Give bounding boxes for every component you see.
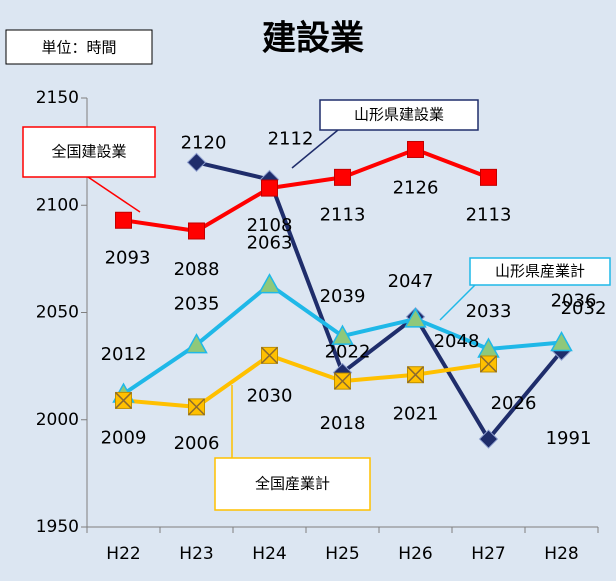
- marker-x: [479, 355, 498, 373]
- marker-x: [260, 346, 279, 364]
- data-label: 2039: [320, 286, 366, 307]
- marker-x: [406, 366, 425, 384]
- marker: [260, 346, 279, 364]
- data-label: 2018: [320, 413, 366, 434]
- series-line: [196, 160, 564, 442]
- legend-label: 山形県産業計: [495, 262, 585, 280]
- marker: [187, 398, 206, 416]
- series-line: [123, 147, 490, 233]
- data-label: 2032: [561, 298, 607, 319]
- data-label: 2048: [434, 331, 480, 352]
- data-label: 2112: [268, 129, 314, 150]
- marker: [114, 391, 133, 409]
- x-tick-label: H24: [252, 544, 286, 564]
- data-label: 2026: [491, 393, 537, 414]
- data-label: 2030: [247, 385, 293, 406]
- x-tick-label: H26: [398, 544, 432, 564]
- data-label: 2035: [174, 294, 220, 315]
- marker: [333, 372, 352, 390]
- y-tick-label: 2150: [36, 88, 79, 108]
- data-label: 2126: [393, 177, 439, 198]
- callout-box: [469, 257, 611, 286]
- marker: [334, 168, 351, 186]
- x-tick-label: H22: [106, 544, 140, 564]
- x-tick-label: H25: [325, 544, 359, 564]
- data-label: 2021: [393, 404, 439, 425]
- y-tick-label: 2100: [36, 195, 79, 215]
- callout-box: [319, 99, 479, 131]
- y-tick-label: 2000: [36, 410, 79, 430]
- marker: [331, 324, 354, 345]
- y-tick-label: 2050: [36, 303, 79, 323]
- marker: [404, 307, 427, 328]
- callout-box: [214, 457, 371, 511]
- marker: [185, 333, 208, 354]
- data-label: 2036: [551, 291, 597, 312]
- marker: [407, 140, 424, 158]
- marker: [115, 211, 132, 229]
- data-label: 2063: [247, 233, 293, 254]
- x-tick-label: H23: [179, 544, 213, 564]
- marker: [188, 222, 205, 240]
- data-label: 2012: [101, 344, 147, 365]
- y-tick-label: 1950: [36, 517, 79, 537]
- data-label: 2093: [105, 247, 151, 268]
- series-line: [123, 353, 489, 409]
- marker: [550, 330, 573, 352]
- marker-x: [187, 398, 206, 416]
- marker: [186, 152, 207, 173]
- data-label: 2047: [388, 271, 434, 292]
- x-tick-label: H27: [471, 544, 505, 564]
- data-label: 2088: [174, 259, 220, 280]
- marker: [261, 179, 278, 197]
- marker: [478, 429, 499, 449]
- legend-label: 全国建設業: [51, 143, 126, 161]
- data-label: 2108: [247, 215, 293, 236]
- legend-label: 全国産業計: [255, 475, 330, 493]
- unit-label: 単位：時間: [41, 39, 116, 57]
- marker: [480, 168, 497, 186]
- x-tick-label: H28: [544, 544, 578, 564]
- callout-leader: [439, 284, 476, 321]
- callout-leader: [87, 176, 141, 213]
- data-label: 2113: [320, 204, 366, 225]
- marker: [479, 355, 498, 373]
- data-label: 2033: [466, 301, 512, 322]
- data-label: 2120: [181, 132, 227, 153]
- data-label: 2009: [101, 427, 147, 448]
- callout-box: [22, 126, 156, 178]
- data-label: 2113: [466, 204, 512, 225]
- marker-x: [114, 391, 133, 409]
- data-label: 2006: [174, 433, 220, 454]
- callout-leader: [291, 129, 339, 169]
- legend-label: 山形県建設業: [354, 106, 444, 124]
- chart-title: 建設業: [262, 19, 364, 59]
- unit-box: [5, 29, 153, 65]
- marker-x: [333, 372, 352, 390]
- data-label: 2022: [325, 342, 371, 363]
- data-label: 1991: [546, 428, 592, 449]
- marker: [258, 273, 281, 294]
- marker: [406, 366, 425, 384]
